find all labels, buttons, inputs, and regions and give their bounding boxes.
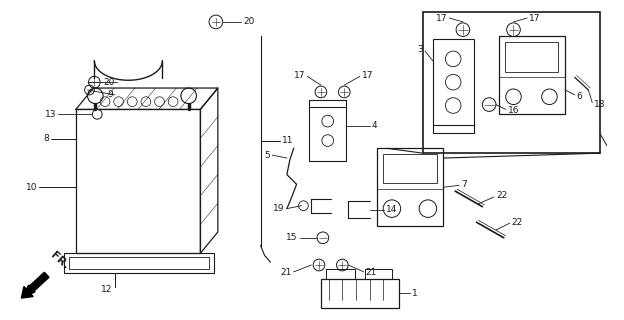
- Text: 4: 4: [371, 122, 377, 131]
- Text: 17: 17: [529, 13, 540, 22]
- Text: 18: 18: [594, 100, 606, 109]
- Bar: [383, 154, 437, 183]
- Text: 17: 17: [436, 13, 447, 22]
- Bar: [64, 253, 214, 273]
- Bar: [423, 12, 600, 153]
- Bar: [310, 108, 346, 161]
- Text: 11: 11: [282, 136, 293, 145]
- Text: 12: 12: [102, 285, 113, 294]
- Bar: [69, 257, 209, 269]
- Bar: [76, 109, 200, 253]
- FancyArrow shape: [21, 272, 49, 298]
- Text: 21: 21: [366, 268, 377, 277]
- Bar: [505, 42, 558, 71]
- Bar: [499, 36, 565, 114]
- Text: 22: 22: [496, 191, 507, 201]
- Text: 14: 14: [386, 205, 397, 214]
- Text: 9: 9: [107, 90, 113, 99]
- Text: FR.: FR.: [49, 250, 71, 271]
- Text: 6: 6: [577, 92, 582, 101]
- Text: 15: 15: [286, 233, 298, 242]
- Text: 20: 20: [243, 17, 255, 27]
- Text: 10: 10: [26, 183, 37, 192]
- Text: 3: 3: [417, 44, 423, 54]
- Text: 19: 19: [273, 204, 285, 213]
- Text: 21: 21: [280, 268, 292, 277]
- Bar: [326, 269, 355, 279]
- Bar: [364, 269, 392, 279]
- Text: 5: 5: [265, 151, 270, 160]
- Text: 17: 17: [294, 71, 305, 80]
- Text: 8: 8: [43, 134, 49, 143]
- Bar: [433, 39, 474, 125]
- Text: 20: 20: [104, 78, 115, 87]
- Text: 13: 13: [45, 110, 56, 119]
- Bar: [378, 148, 444, 226]
- Text: 16: 16: [508, 106, 519, 115]
- Text: 22: 22: [512, 218, 523, 227]
- Bar: [321, 279, 399, 308]
- Text: 1: 1: [412, 289, 418, 298]
- Text: 17: 17: [362, 71, 373, 80]
- Text: 7: 7: [461, 180, 467, 189]
